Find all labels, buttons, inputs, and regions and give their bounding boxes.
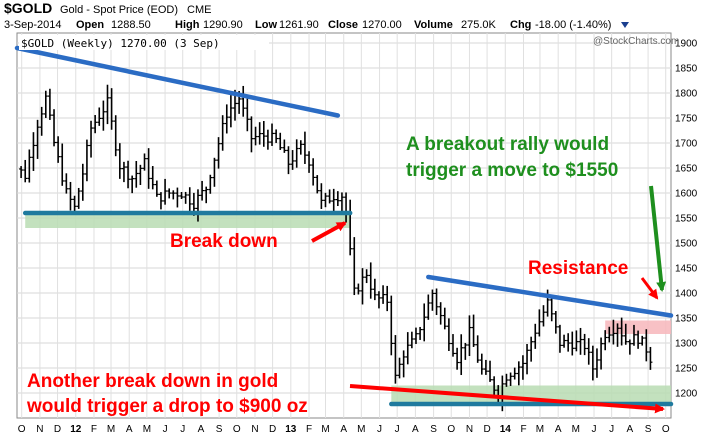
upper-trendline bbox=[14, 45, 341, 118]
volume-value: 275.0K bbox=[461, 19, 497, 31]
legend: $GOLD (Weekly) 1270.00 (3 Sep) bbox=[21, 37, 220, 50]
y-tick-label: 1900 bbox=[675, 39, 698, 50]
another-arrow bbox=[349, 384, 665, 414]
volume-label: Volume bbox=[414, 19, 453, 31]
x-tick-label: F bbox=[306, 424, 312, 435]
high-label: High bbox=[175, 19, 200, 31]
open-value: 1288.50 bbox=[111, 19, 151, 31]
exchange: CME bbox=[187, 4, 211, 16]
x-tick-label: O bbox=[662, 424, 670, 435]
y-tick-label: 1400 bbox=[675, 289, 698, 300]
x-tick-label: M bbox=[357, 424, 365, 435]
y-tick-label: 1500 bbox=[675, 239, 698, 250]
description: Gold - Spot Price (EOD) bbox=[60, 4, 178, 16]
x-tick-label: S bbox=[430, 424, 437, 435]
x-tick-label: M bbox=[572, 424, 580, 435]
x-tick-label: M bbox=[321, 424, 329, 435]
low-value: 1261.90 bbox=[279, 19, 319, 31]
symbol: $GOLD bbox=[4, 0, 52, 16]
x-tick-label: O bbox=[233, 424, 241, 435]
x-axis: O N D 12 F M A M J J A S O N D 13 F M A M J J A S O N D 14 F M A M J J A S O bbox=[18, 424, 670, 435]
y-tick-label: 1850 bbox=[675, 64, 698, 75]
legend-bg bbox=[19, 35, 269, 50]
x-tick-label: O bbox=[447, 424, 455, 435]
x-tick-label: M bbox=[107, 424, 115, 435]
x-tick-label: O bbox=[18, 424, 26, 435]
y-tick-label: 1750 bbox=[675, 114, 698, 125]
y-tick-label: 1800 bbox=[675, 89, 698, 100]
x-tick-label: D bbox=[269, 424, 276, 435]
x-tick-label: N bbox=[466, 424, 473, 435]
x-tick-label: M bbox=[536, 424, 544, 435]
resistance-arrow bbox=[640, 277, 659, 300]
trendlines bbox=[14, 45, 674, 407]
close-value: 1270.00 bbox=[362, 19, 402, 31]
chg-label: Chg bbox=[510, 19, 531, 31]
y-tick-label: 1350 bbox=[675, 314, 698, 325]
x-tick-label: F bbox=[91, 424, 97, 435]
x-tick-label: S bbox=[216, 424, 223, 435]
y-axis: 1200 1250 1300 1350 1400 1450 1500 1550 1600 1650… bbox=[675, 39, 698, 400]
annotation-breakout: A breakout rally would trigger a move to… bbox=[406, 134, 667, 292]
close-label: Close bbox=[328, 19, 358, 31]
bottom-zone bbox=[391, 385, 671, 403]
x-tick-label: D bbox=[54, 424, 61, 435]
x-tick-label: J bbox=[163, 424, 168, 435]
x-tick-label: A bbox=[126, 424, 133, 435]
x-tick-label: J bbox=[609, 424, 614, 435]
x-tick-label: A bbox=[627, 424, 634, 435]
watermark: @StockCharts.com bbox=[593, 36, 679, 47]
annotation-breakdown: Break down bbox=[170, 221, 347, 252]
x-tick-label: M bbox=[143, 424, 151, 435]
resistance-trendline bbox=[426, 274, 674, 318]
y-tick-label: 1600 bbox=[675, 189, 698, 200]
y-tick-label: 1700 bbox=[675, 139, 698, 150]
x-tick-label: J bbox=[180, 424, 185, 435]
annotation-breakdown-text: Break down bbox=[170, 231, 278, 252]
x-tick-label: J bbox=[592, 424, 597, 435]
support-zone bbox=[25, 214, 351, 228]
annotation-another: Another break down in gold would trigger… bbox=[26, 371, 665, 417]
y-tick-label: 1450 bbox=[675, 264, 698, 275]
low-label: Low bbox=[255, 19, 277, 31]
annotation-breakout-line2: trigger a move to $1550 bbox=[406, 160, 618, 181]
y-tick-label: 1200 bbox=[675, 389, 698, 400]
quote-date: 3-Sep-2014 bbox=[4, 19, 62, 31]
y-tick-label: 1650 bbox=[675, 164, 698, 175]
x-tick-label: 12 bbox=[70, 424, 82, 435]
annotation-breakout-line1: A breakout rally would bbox=[406, 134, 609, 155]
x-tick-label: N bbox=[251, 424, 258, 435]
chart-header: $GOLD Gold - Spot Price (EOD) CME 3-Sep-… bbox=[4, 0, 629, 31]
x-tick-label: A bbox=[340, 424, 347, 435]
annotation-another-line2: would trigger a drop to $900 oz bbox=[26, 396, 308, 417]
x-tick-label: J bbox=[377, 424, 382, 435]
annotation-resistance-text: Resistance bbox=[528, 258, 628, 279]
y-tick-label: 1300 bbox=[675, 339, 698, 350]
annotation-resistance: Resistance bbox=[528, 258, 659, 300]
annotation-another-line1: Another break down in gold bbox=[27, 371, 278, 392]
x-tick-label: J bbox=[395, 424, 400, 435]
x-tick-label: F bbox=[520, 424, 526, 435]
x-tick-label: 14 bbox=[500, 424, 512, 435]
y-tick-label: 1250 bbox=[675, 364, 698, 375]
chg-value: -18.00 (-1.40%) bbox=[535, 19, 611, 31]
x-tick-label: D bbox=[483, 424, 490, 435]
x-tick-label: A bbox=[198, 424, 205, 435]
breakdown-arrow bbox=[311, 221, 347, 243]
y-tick-label: 1550 bbox=[675, 214, 698, 225]
open-label: Open bbox=[76, 19, 104, 31]
x-tick-label: A bbox=[412, 424, 419, 435]
triangle-down-icon[interactable] bbox=[621, 22, 629, 28]
high-value: 1290.90 bbox=[203, 19, 243, 31]
x-tick-label: 13 bbox=[285, 424, 297, 435]
x-tick-label: S bbox=[645, 424, 652, 435]
x-tick-label: N bbox=[36, 424, 43, 435]
x-tick-label: A bbox=[555, 424, 562, 435]
breakout-arrow bbox=[649, 185, 667, 292]
